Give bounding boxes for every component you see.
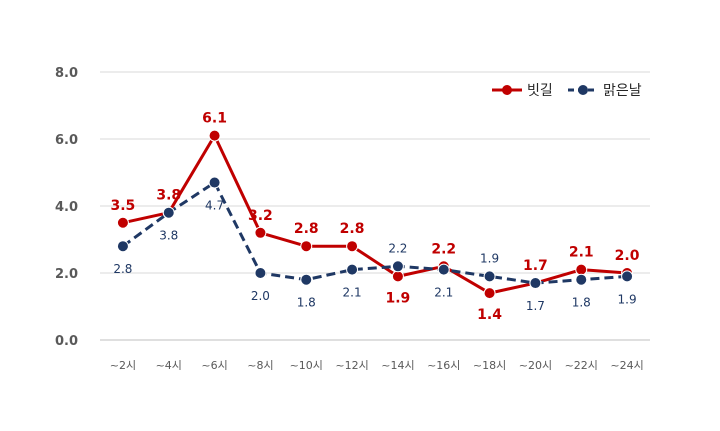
data-label-clear: 3.8 [159, 229, 178, 243]
data-point-clear [208, 176, 221, 189]
gridlines [100, 71, 650, 341]
data-label-rain: 2.8 [294, 221, 319, 237]
data-point-rain [116, 216, 129, 229]
data-point-clear [529, 277, 542, 290]
data-label-rain: 2.0 [615, 248, 640, 264]
x-tick-label: ~14시 [381, 359, 414, 372]
y-tick-label: 2.0 [55, 267, 78, 282]
y-tick-label: 4.0 [55, 200, 78, 215]
data-label-clear: 1.8 [297, 296, 316, 310]
data-point-rain [208, 129, 221, 142]
data-label-rain: 1.7 [523, 258, 548, 274]
data-label-rain: 1.9 [386, 290, 411, 306]
x-tick-label: ~20시 [519, 359, 552, 372]
y-tick-label: 8.0 [55, 66, 78, 81]
data-point-rain [575, 263, 588, 276]
series-line-clear [122, 181, 628, 285]
data-label-rain: 1.4 [477, 307, 502, 323]
y-tick-label: 0.0 [55, 334, 78, 349]
x-tick-label: ~12시 [335, 359, 368, 372]
data-point-clear [575, 273, 588, 286]
x-tick-label: ~6시 [201, 359, 227, 372]
x-tick-label: ~18시 [473, 359, 506, 372]
data-point-rain [254, 226, 267, 239]
data-label-rain: 6.1 [202, 111, 227, 127]
data-point-clear [254, 267, 267, 279]
data-point-clear [346, 263, 359, 276]
x-tick-label: ~22시 [565, 359, 598, 372]
series-line-rain [122, 134, 628, 295]
data-point-rain [346, 240, 359, 253]
data-labels: 3.5 3.8 6.1 3.2 2.8 2.8 1.9 2.2 1.4 1.7 2.1 2.0 2.8 3… [111, 111, 640, 323]
y-axis-ticks: 0.0 2.0 4.0 6.0 8.0 [55, 66, 78, 349]
series-points [116, 129, 634, 300]
data-label-clear: 2.2 [388, 241, 407, 255]
data-point-clear [391, 260, 404, 273]
data-label-clear: 2.8 [113, 262, 132, 276]
data-label-rain: 2.1 [569, 245, 594, 261]
data-point-rain [483, 287, 496, 300]
data-label-rain: 2.8 [340, 221, 365, 237]
y-tick-label: 6.0 [55, 133, 78, 148]
data-label-clear: 1.7 [526, 299, 545, 313]
data-point-clear [621, 270, 634, 283]
data-label-rain: 3.8 [156, 188, 181, 204]
legend-rain-label: 빗길 [527, 83, 553, 99]
data-label-clear: 1.9 [618, 292, 637, 306]
data-label-clear: 2.1 [343, 286, 362, 300]
data-point-clear [300, 273, 313, 286]
data-label-clear: 4.7 [205, 199, 224, 213]
data-label-clear: 2.0 [251, 289, 270, 303]
data-label-clear: 2.1 [434, 286, 453, 300]
x-tick-label: ~16시 [427, 359, 460, 372]
series-lines [122, 134, 628, 295]
data-label-clear: 1.8 [572, 296, 591, 310]
data-point-rain [391, 270, 404, 283]
x-tick-label: ~2시 [110, 359, 136, 372]
legend-clear-swatch-marker [578, 85, 588, 95]
data-point-clear [483, 270, 496, 283]
data-label-clear: 1.9 [480, 251, 499, 265]
legend-rain-swatch-marker [502, 85, 512, 95]
x-tick-label: ~24시 [610, 359, 643, 372]
x-axis-ticks: ~2시 ~4시 ~6시 ~8시 ~10시 ~12시 ~14시 ~16시 ~18시 ~20시 ~22시… [110, 359, 644, 372]
data-point-clear [162, 206, 175, 219]
data-point-clear [437, 263, 450, 276]
x-tick-label: ~10시 [290, 359, 323, 372]
legend-clear-label: 맑은날 [603, 83, 642, 99]
legend: 빗길 맑은날 [492, 83, 642, 99]
data-point-clear [116, 240, 129, 253]
x-tick-label: ~4시 [156, 359, 182, 372]
data-label-rain: 3.5 [111, 198, 136, 214]
data-label-rain: 2.2 [431, 241, 456, 257]
data-label-rain: 3.2 [248, 208, 273, 224]
x-tick-label: ~8시 [247, 359, 273, 372]
data-point-rain [300, 240, 313, 253]
